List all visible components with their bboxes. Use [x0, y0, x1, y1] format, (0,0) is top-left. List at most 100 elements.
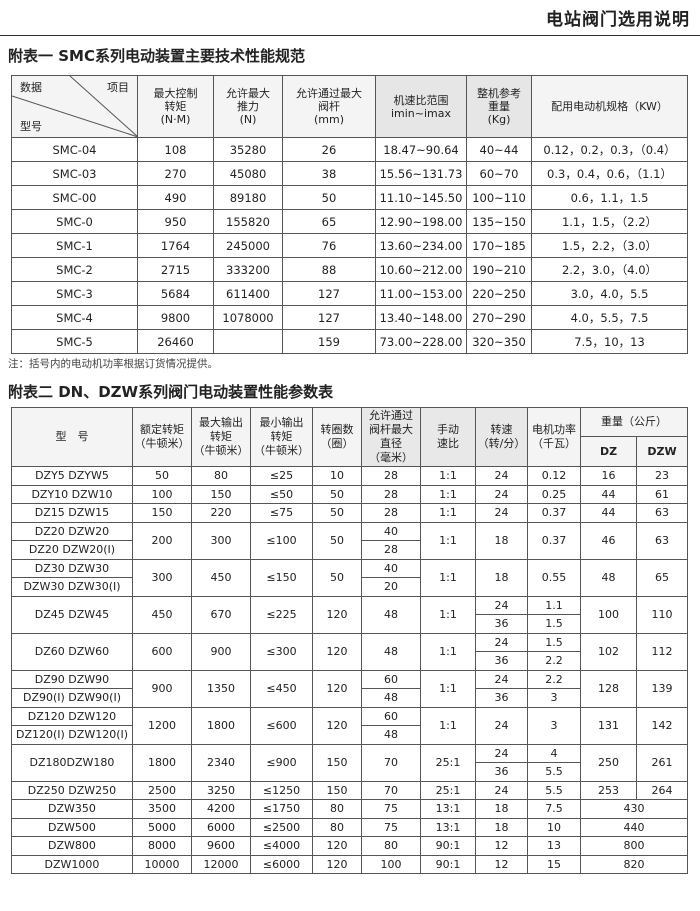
page: 电站阀门选用说明 附表一 SMC系列电动装置主要技术性能规范 数据 项目 型号 …	[0, 10, 700, 874]
cell-weight: 135~150	[466, 209, 532, 234]
table2-title: 附表二 DN、DZW系列阀门电动装置性能参数表	[8, 383, 334, 401]
cell-speed: 24	[475, 780, 528, 800]
cell-min: ≤1250	[250, 780, 313, 800]
cell-weight: 430	[580, 799, 688, 819]
cell-speed-ratio: 13.60~234.00	[375, 233, 467, 258]
cell-max-torque: 26460	[137, 329, 214, 354]
cell-power: 15	[527, 854, 581, 874]
table-row: SMC-4 9800 1078000 127 13.40~148.00 270~290 4.…	[11, 305, 688, 330]
cell-ratio: 1:1	[420, 484, 476, 504]
cell-dia: 100	[361, 854, 421, 874]
page-title: 电站阀门选用说明	[546, 10, 690, 30]
cell-min: ≤1750	[250, 799, 313, 819]
cell-rated: 5000	[132, 817, 192, 837]
cell-speed: 24	[475, 743, 528, 763]
cell-speed-ratio: 11.10~145.50	[375, 185, 467, 210]
cell-motor-spec: 4.0，5.5，7.5	[531, 305, 688, 330]
cell-turns: 80	[312, 817, 362, 837]
cell-weight-dz: 48	[580, 558, 637, 597]
cell-speed: 36	[475, 688, 528, 708]
table-row: DZW800 8000 9600 ≤4000 120 80 90:1 12 13 800	[11, 836, 688, 856]
cell-speed: 24	[475, 706, 528, 745]
cell-max-thrust: 35280	[213, 137, 283, 162]
header-rated-torque: 额定转矩 （牛顿米）	[132, 407, 192, 467]
table-row: DZ15 DZW15 150 220 ≤75 50 28 1:1 24 0.37 44 63	[11, 503, 688, 523]
cell-turns: 80	[312, 799, 362, 819]
table-row: DZ90 DZW90 900 1350 ≤450 120 60 1:1 24 2.2 128 139	[11, 669, 688, 708]
header-max-output-torque: 最大输出 转矩 （牛顿米）	[191, 407, 251, 467]
cell-motor-spec: 7.5，10，13	[531, 329, 688, 354]
cell-weight-dz: 100	[580, 595, 637, 634]
cell-turns: 50	[312, 558, 362, 597]
header-max-stem-diameter: 允许通过 阀杆最大 直径 （毫米）	[361, 407, 421, 467]
cell-turns: 120	[312, 854, 362, 874]
cell-power: 1.5	[527, 614, 581, 634]
cell-weight: 820	[580, 854, 688, 874]
cell-min: ≤150	[250, 558, 313, 597]
cell-speed: 18	[475, 799, 528, 819]
cell-max: 150	[191, 484, 251, 504]
cell-max-thrust	[213, 329, 283, 354]
cell-power: 2.2	[527, 669, 581, 689]
cell-max-torque: 108	[137, 137, 214, 162]
cell-weight: 270~290	[466, 305, 532, 330]
cell-min: ≤100	[250, 521, 313, 560]
cell-dia: 60	[361, 669, 421, 689]
cell-power: 5.5	[527, 762, 581, 782]
header-weight: 重量（公斤）	[580, 407, 688, 437]
cell-speed-ratio: 10.60~212.00	[375, 257, 467, 282]
cell-max-stem: 159	[282, 329, 376, 354]
cell-turns: 150	[312, 743, 362, 782]
cell-power: 13	[527, 836, 581, 856]
table-row: SMC-00 490 89180 50 11.10~145.50 100~110 0.6，1…	[11, 185, 688, 210]
cell-max-torque: 2715	[137, 257, 214, 282]
cell-max: 900	[191, 632, 251, 671]
cell-speed-ratio: 15.56~131.73	[375, 161, 467, 186]
cell-max-thrust: 89180	[213, 185, 283, 210]
cell-power: 10	[527, 817, 581, 837]
header-max-thrust: 允许最大 推力 (N)	[213, 75, 283, 138]
cell-min: ≤4000	[250, 836, 313, 856]
header-speed-ratio: 机速比范围 imin~imax	[375, 75, 467, 138]
cell-ratio: 1:1	[420, 595, 476, 634]
cell-ratio: 1:1	[420, 669, 476, 708]
table-row: SMC-2 2715 333200 88 10.60~212.00 190~210 2.2，…	[11, 257, 688, 282]
header-speed: 转速 （转/分）	[475, 407, 528, 467]
table-row: DZ180DZW180 1800 2340 ≤900 150 70 25:1 24 4 250 26…	[11, 743, 688, 782]
cell-ratio: 1:1	[420, 558, 476, 597]
cell-weight: 220~250	[466, 281, 532, 306]
cell-motor-spec: 1.5，2.2，（3.0）	[531, 233, 688, 258]
cell-model: DZY5 DZYW5	[11, 466, 133, 486]
cell-model: SMC-4	[11, 305, 138, 330]
cell-dia: 28	[361, 503, 421, 523]
cell-turns: 120	[312, 706, 362, 745]
cell-model: SMC-2	[11, 257, 138, 282]
table-row: 36 5.5	[12, 762, 688, 782]
table-row: DZY10 DZW10 100 150 ≤50 50 28 1:1 24 0.25 44 61	[11, 484, 688, 504]
cell-weight: 320~350	[466, 329, 532, 354]
table-row: DZW1000 10000 12000 ≤6000 120 100 90:1 12 15 820	[11, 854, 688, 874]
cell-ratio: 1:1	[420, 503, 476, 523]
cell-rated: 10000	[132, 854, 192, 874]
cell-weight-dz: 16	[580, 466, 637, 486]
cell-max: 300	[191, 521, 251, 560]
cell-min: ≤225	[250, 595, 313, 634]
cell-speed: 18	[475, 521, 528, 560]
cell-speed: 24	[475, 595, 528, 615]
cell-weight-dz: 46	[580, 521, 637, 560]
cell-motor-spec: 1.1，1.5，（2.2）	[531, 209, 688, 234]
cell-min: ≤50	[250, 484, 313, 504]
table-row: SMC-5 26460 159 73.00~228.00 320~350 7.5，10，1…	[11, 329, 688, 354]
cell-model: DZ60 DZW60	[11, 632, 133, 671]
cell-model: DZ30 DZW30	[11, 558, 133, 578]
cell-ratio: 1:1	[420, 466, 476, 486]
table-row: DZ90(Ⅰ) DZW90(Ⅰ) 48 36 3	[11, 688, 688, 708]
cell-weight: 100~110	[466, 185, 532, 210]
cell-max-stem: 26	[282, 137, 376, 162]
cell-weight-dzw: 261	[636, 743, 688, 782]
cell-max-stem: 38	[282, 161, 376, 186]
cell-speed: 18	[475, 817, 528, 837]
cell-motor-spec: 0.6，1.1，1.5	[531, 185, 688, 210]
cell-speed: 24	[475, 484, 528, 504]
cell-dia: 80	[361, 836, 421, 856]
